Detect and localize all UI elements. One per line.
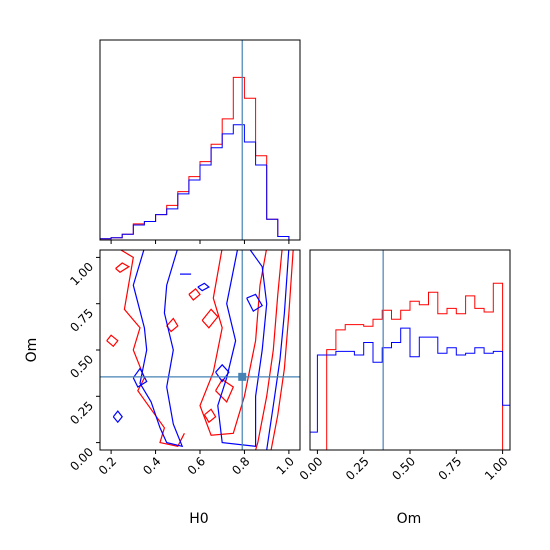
om-x-tick-label: 1.00 <box>482 454 511 483</box>
om-y-tick-label: 0.00 <box>67 445 96 474</box>
contour-line-s0-6 <box>215 378 235 403</box>
contour-line-s0-2 <box>255 250 283 450</box>
panel-hist-h0 <box>99 39 301 244</box>
h0-hist-step-0 <box>100 76 300 240</box>
contour-line-s0-8 <box>188 288 201 301</box>
truth-marker <box>238 372 247 381</box>
contour-line-s1-2 <box>266 250 290 450</box>
contour-line-s1-0 <box>132 250 184 448</box>
om-y-tick-label: 0.50 <box>67 352 96 381</box>
panel-hist-om: 0.00 0.25 0.50 0.75 1.00 <box>297 249 511 483</box>
contour-line-s0-0 <box>119 250 185 447</box>
contour-line-s1-3 <box>215 363 230 383</box>
h0-hist-series <box>100 76 300 240</box>
contour-line-s1-7 <box>197 282 210 292</box>
contour-line-s0-4 <box>115 262 131 273</box>
h0-x-tick-label: 0.4 <box>140 454 163 477</box>
om-hist-step-1 <box>310 327 510 450</box>
om-x-tick-label: 0.75 <box>436 454 465 483</box>
contour-line-s1-4 <box>246 293 264 312</box>
h0-x-tick-label: 0.2 <box>96 454 119 477</box>
om-y-tick-label: 0.25 <box>67 399 96 428</box>
contour-line-s0-7 <box>201 308 219 329</box>
x-axis-label-om: Om <box>397 511 422 527</box>
om-y-tick-label: 1.00 <box>67 260 96 289</box>
om-x-tick-label: 0.00 <box>297 454 326 483</box>
h0-hist-step-1 <box>100 124 300 240</box>
om-hist-series <box>310 282 510 450</box>
panel-contour-h0-om: 0.2 0.4 0.6 0.8 1.0 0.00 0.25 0.50 0.75 1.00 <box>67 249 301 478</box>
om-y-tick-label: 0.75 <box>67 306 96 335</box>
h0-x-tick-label: 1.0 <box>274 454 297 477</box>
x-axis-label-h0: H0 <box>189 511 208 527</box>
contour-line-s1-5 <box>112 410 123 424</box>
contour-line-s1-6 <box>132 367 148 388</box>
y-axis-label-om: Om <box>24 338 40 363</box>
om-x-tick-label: 0.25 <box>343 454 372 483</box>
h0-x-tick-label: 0.8 <box>229 454 252 477</box>
h0-x-tick-label: 0.6 <box>185 454 208 477</box>
contour-line-s1-1 <box>217 250 268 447</box>
contour-line-s0-1 <box>199 250 267 436</box>
contour-line-s0-5 <box>106 334 119 348</box>
contour-line-s0-10 <box>203 408 217 424</box>
om-x-tick-label: 0.50 <box>389 454 418 483</box>
contour-line-s0-9 <box>166 317 179 333</box>
contour-line-s0-3 <box>270 250 294 450</box>
contour-series <box>106 250 294 450</box>
om-hist-step-0 <box>310 282 510 450</box>
h0-hist-frame <box>99 39 301 241</box>
